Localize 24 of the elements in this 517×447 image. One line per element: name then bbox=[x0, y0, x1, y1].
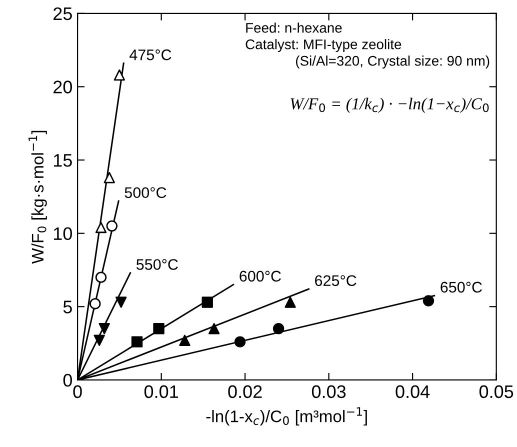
series-label: 650°C bbox=[440, 282, 482, 293]
y-tick-label: 15 bbox=[54, 154, 72, 167]
y-axis-title: W/F$_{0}$ [kg·s·mol$^{−1}$] bbox=[28, 130, 47, 264]
x-tick-label: 0.04 bbox=[396, 385, 430, 398]
y-tick-label: 20 bbox=[54, 80, 72, 94]
annotation: (Si/Al=320, Crystal size: 90 nm) bbox=[296, 56, 490, 69]
y-tick-label: 0 bbox=[63, 374, 72, 387]
series-label: 475°C bbox=[130, 49, 172, 60]
x-axis-title: -ln(1-x$_{c}$)/C$_{0}$ [m³mol$^{−1}$] bbox=[206, 407, 367, 426]
y-tick-label: 10 bbox=[54, 227, 72, 240]
x-tick-label: 0.01 bbox=[144, 385, 178, 398]
x-tick-label: 0.02 bbox=[228, 385, 262, 398]
series-label: 500°C bbox=[124, 187, 166, 198]
x-tick-label: 0 bbox=[73, 385, 82, 398]
series-label: 600°C bbox=[240, 270, 281, 282]
series-label: 550°C bbox=[136, 259, 178, 270]
x-tick-label: 0.05 bbox=[479, 385, 514, 398]
x-tick-label: 0.03 bbox=[312, 385, 346, 398]
annotation: Catalyst: MFI-type zeolite bbox=[246, 39, 402, 52]
y-tick-label: 5 bbox=[63, 300, 72, 314]
annotation: W/F$_{0}$ = (1/k$_{c}$) · −ln(1−x$_{c}$)/C$_{0}$ bbox=[290, 98, 489, 113]
y-tick-label: 25 bbox=[54, 7, 72, 20]
annotation: Feed: n-hexane bbox=[246, 22, 342, 33]
series-label: 625°C bbox=[315, 275, 356, 286]
